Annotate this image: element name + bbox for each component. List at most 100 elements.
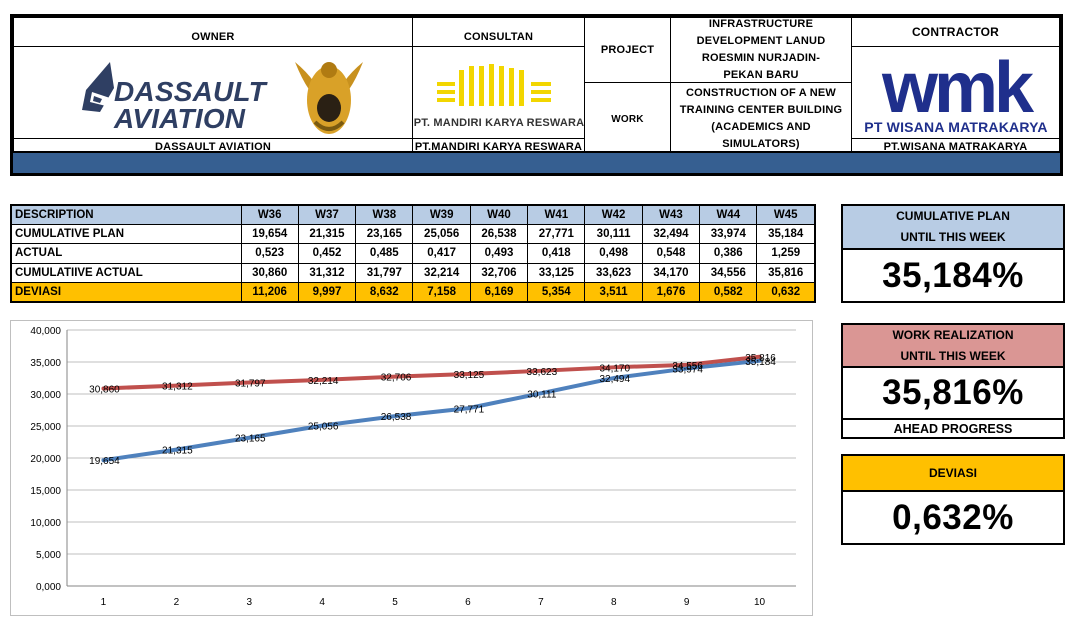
- table-cell: 0,498: [584, 243, 643, 264]
- project-header: OWNER DASSAULT AVIATION DASSAULT AVIATIO…: [10, 14, 1063, 176]
- table-cell: 33,623: [584, 262, 643, 284]
- data-label: 32,706: [381, 373, 412, 384]
- wmk-logo-subtitle: PT WISANA MATRAKARYA: [864, 119, 1047, 135]
- table-cell: 21,315: [297, 223, 357, 245]
- table-header-cell: W41: [527, 204, 586, 225]
- owner-logo-area: DASSAULT AVIATION: [13, 46, 413, 138]
- table-cell: 27,771: [527, 223, 586, 245]
- table-cell: 0,418: [527, 243, 586, 264]
- cumulative-plan-box: CUMULATIVE PLAN UNTIL THIS WEEK 35,184%: [841, 204, 1065, 303]
- table-cell: 1,259: [756, 243, 816, 264]
- work-value: CONSTRUCTION OF A NEW TRAINING CENTER BU…: [670, 82, 852, 156]
- cumulative-plan-value: 35,184%: [882, 255, 1024, 295]
- project-label: PROJECT: [584, 17, 671, 83]
- contractor-logo-area: wmk PT WISANA MATRAKARYA: [851, 46, 1060, 138]
- data-label: 21,315: [162, 446, 193, 457]
- x-tick-label: 4: [319, 597, 325, 608]
- table-header-cell: DESCRIPTION: [10, 204, 242, 225]
- x-tick-label: 1: [101, 597, 107, 608]
- cumulative-plan-title-line2: UNTIL THIS WEEK: [900, 230, 1006, 244]
- table-cell: 33,125: [527, 262, 586, 284]
- table-cell: 32,706: [469, 262, 529, 284]
- table-cell: 0,485: [355, 243, 414, 264]
- table-cell: 34,556: [699, 262, 758, 284]
- wmk-logo: wmk PT WISANA MATRAKARYA: [864, 48, 1047, 135]
- wmk-logo-text: wmk: [881, 48, 1035, 128]
- table-header-cell: W42: [584, 204, 643, 225]
- data-label: 33,623: [527, 367, 558, 378]
- table-header-cell: W39: [412, 204, 471, 225]
- x-tick-label: 5: [392, 597, 398, 608]
- table-cell: 9,997: [297, 282, 357, 303]
- table-cell: 0,523: [240, 243, 299, 264]
- data-label: 23,165: [235, 434, 266, 445]
- air-force-emblem-icon: [295, 62, 363, 134]
- s-curve-chart: 0,000 5,000 10,000 15,000 20,000 25,000 30,000…: [10, 320, 813, 616]
- work-realization-title-line1: WORK REALIZATION: [892, 327, 1014, 342]
- consultant-logo-area: PT. MANDIRI KARYA RESWARA: [412, 46, 585, 138]
- progress-table: DESCRIPTION W36 W37 W38 W39 W40 W41 W42 …: [10, 204, 816, 303]
- mandiri-logo: PT. MANDIRI KARYA RESWARA: [414, 64, 584, 129]
- table-header-cell: W40: [469, 204, 529, 225]
- data-label: 27,771: [454, 404, 485, 415]
- table-header-cell: W45: [756, 204, 816, 225]
- dassault-logo-line2: AVIATION: [113, 103, 246, 134]
- table-cell: 0,452: [297, 243, 357, 264]
- x-tick-label: 2: [174, 597, 180, 608]
- table-header-cell: W36: [240, 204, 299, 225]
- table-cell: 35,184: [756, 223, 816, 245]
- deviasi-box: DEVIASI 0,632%: [841, 454, 1065, 545]
- table-cell: 7,158: [412, 282, 471, 303]
- x-tick-label: 10: [754, 597, 766, 608]
- table-cell: 31,312: [297, 262, 357, 284]
- row-label: DEVIASI: [10, 282, 242, 303]
- data-label: 33,974: [672, 365, 703, 376]
- x-tick-label: 7: [538, 597, 544, 608]
- data-label: 33,125: [454, 370, 485, 381]
- table-row-deviasi: DEVIASI 11,206 9,997 8,632 7,158 6,169 5…: [10, 282, 816, 303]
- table-cell: 3,511: [584, 282, 643, 303]
- table-cell: 33,974: [699, 223, 758, 245]
- table-cell: 0,386: [699, 243, 758, 264]
- row-label: ACTUAL: [10, 243, 242, 264]
- mandiri-bars-icon: [437, 64, 551, 106]
- work-label: WORK: [584, 82, 671, 156]
- table-cell: 23,165: [355, 223, 414, 245]
- table-cell: 26,538: [469, 223, 529, 245]
- dassault-logo: DASSAULT AVIATION: [82, 62, 363, 134]
- data-label: 31,797: [235, 378, 266, 389]
- work-realization-title-line2: UNTIL THIS WEEK: [900, 348, 1006, 363]
- mandiri-logo-text: PT. MANDIRI KARYA RESWARA: [414, 117, 584, 129]
- contractor-label: CONTRACTOR: [851, 17, 1060, 47]
- table-cell: 32,494: [641, 223, 701, 245]
- table-cell: 30,111: [584, 223, 643, 245]
- s-curve-chart-svg: 0,000 5,000 10,000 15,000 20,000 25,000 30,000…: [30, 326, 796, 608]
- actual-series-line: [101, 354, 762, 391]
- plan-series-line: [101, 358, 762, 463]
- table-cell: 32,214: [412, 262, 471, 284]
- deviasi-value: 0,632%: [892, 497, 1014, 537]
- data-label: 25,056: [308, 422, 339, 433]
- data-label: 34,556: [672, 361, 703, 372]
- table-cell: 0,548: [641, 243, 701, 264]
- data-label: 32,494: [599, 374, 630, 385]
- table-cell: 6,169: [469, 282, 529, 303]
- data-label: 35,816: [745, 353, 776, 364]
- dassault-mark-icon: [82, 62, 114, 112]
- y-tick-label: 25,000: [30, 422, 61, 433]
- deviasi-title: DEVIASI: [843, 456, 1063, 492]
- table-header-cell: W43: [641, 204, 701, 225]
- data-label: 19,654: [89, 456, 120, 467]
- y-tick-label: 0,000: [36, 582, 61, 593]
- table-cell: 0,417: [412, 243, 471, 264]
- row-label: CUMULATIVE PLAN: [10, 223, 242, 245]
- table-cell: 25,056: [412, 223, 471, 245]
- table-row: ACTUAL 0,523 0,452 0,485 0,417 0,493 0,4…: [10, 243, 816, 264]
- table-cell: 5,354: [527, 282, 586, 303]
- x-tick-label: 8: [611, 597, 617, 608]
- dassault-logo-line1: DASSAULT: [114, 76, 269, 107]
- consultant-label: CONSULTAN: [412, 17, 585, 47]
- data-label: 32,214: [308, 376, 339, 387]
- data-label: 31,312: [162, 382, 193, 393]
- table-cell: 31,797: [355, 262, 414, 284]
